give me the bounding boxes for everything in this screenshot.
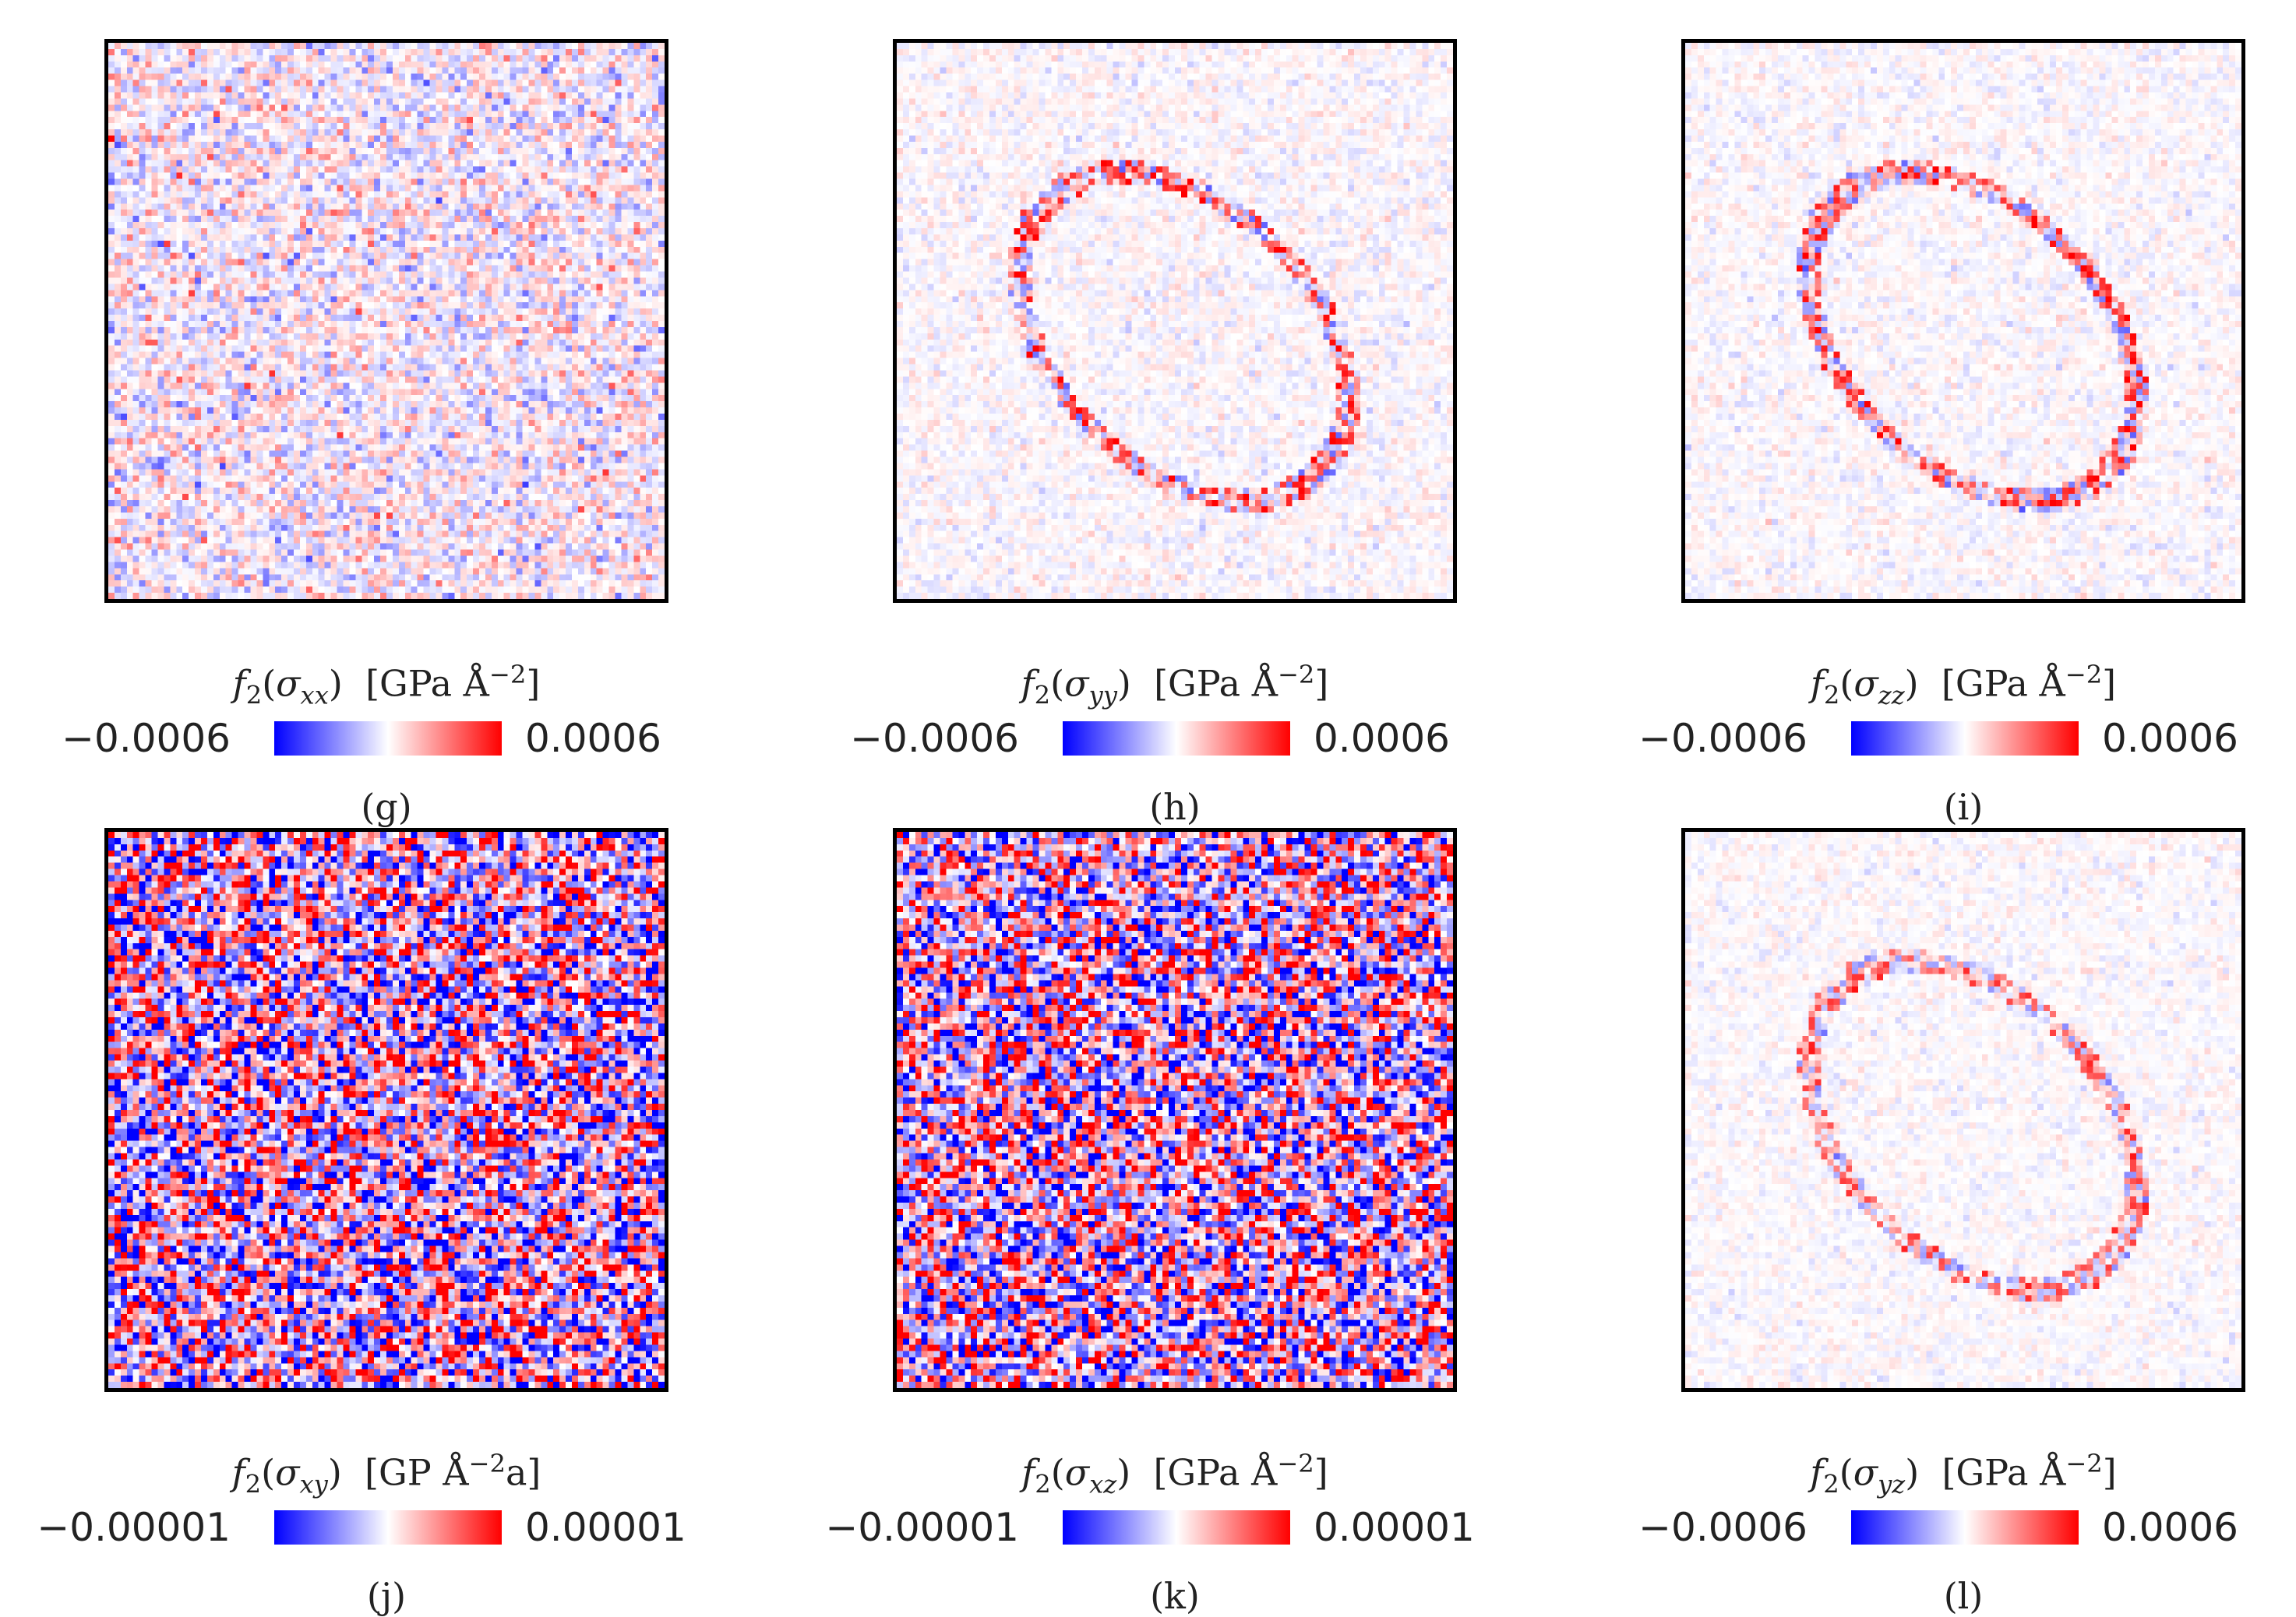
colorbar-label: f2(σyz) [GPa Å−2] [1810,1449,2117,1499]
panel-tag: (l) [1943,1575,1984,1617]
colorbar-max-label: 0.0006 [1314,716,1450,761]
colorbar-label: f2(σyy) [GPa Å−2] [1021,660,1329,710]
panel-tag: (g) [361,786,412,828]
heatmap-image [1685,832,2241,1388]
heatmap-image [108,832,665,1388]
colorbar-label: f2(σxz) [GPa Å−2] [1021,1449,1328,1499]
colorbar-max-label: 0.0006 [2102,1505,2238,1550]
heatmap-plot [104,39,668,603]
heatmap-plot [893,828,1457,1392]
colorbar-min-label: −0.00001 [825,1505,1019,1550]
colorbar-max-label: 0.0006 [525,716,661,761]
colorbar: −0.0006 0.0006 [850,717,1457,760]
colorbar: −0.0006 0.0006 [1638,717,2245,760]
colorbar-gradient [274,1510,502,1545]
colorbar: −0.0006 0.0006 [62,717,668,760]
heatmap-image [108,43,665,599]
colorbar-gradient [1063,1510,1290,1545]
colorbar: −0.0006 0.0006 [1638,1506,2245,1549]
colorbar-gradient [1851,721,2079,756]
panel-tag: (i) [1943,786,1984,828]
colorbar-label: f2(σxy) [GP Å−2a] [231,1449,541,1499]
panel-j: f2(σxy) [GP Å−2a] −0.00001 0.00001 (j) [37,828,806,1616]
colorbar-label: f2(σxx) [GPa Å−2] [232,660,541,710]
panel-l: f2(σyz) [GPa Å−2] −0.0006 0.0006 (l) [1638,828,2296,1616]
colorbar-gradient [1063,721,1290,756]
panel-h: f2(σyy) [GPa Å−2] −0.0006 0.0006 (h) [850,39,1594,827]
colorbar-min-label: −0.0006 [1638,1505,1808,1550]
heatmap-image [897,43,1453,599]
heatmap-image [897,832,1453,1388]
panel-k: f2(σxz) [GPa Å−2] −0.00001 0.00001 (k) [825,828,1594,1616]
colorbar: −0.00001 0.00001 [825,1506,1474,1549]
colorbar-min-label: −0.0006 [62,716,231,761]
colorbar: −0.00001 0.00001 [37,1506,686,1549]
panel-tag: (h) [1149,786,1201,828]
colorbar-gradient [1851,1510,2079,1545]
heatmap-plot [893,39,1457,603]
colorbar-min-label: −0.0006 [1638,716,1808,761]
panel-tag: (j) [366,1575,407,1617]
colorbar-max-label: 0.00001 [525,1505,686,1550]
panel-tag: (k) [1150,1575,1200,1617]
colorbar-max-label: 0.0006 [2102,716,2238,761]
panel-g: f2(σxx) [GPa Å−2] −0.0006 0.0006 (g) [62,39,806,827]
heatmap-plot [104,828,668,1392]
heatmap-plot [1681,39,2245,603]
heatmap-image [1685,43,2241,599]
colorbar-max-label: 0.00001 [1314,1505,1475,1550]
colorbar-min-label: −0.00001 [37,1505,231,1550]
colorbar-min-label: −0.0006 [850,716,1019,761]
colorbar-label: f2(σzz) [GPa Å−2] [1810,660,2117,710]
colorbar-gradient [274,721,502,756]
panel-i: f2(σzz) [GPa Å−2] −0.0006 0.0006 (i) [1638,39,2296,827]
heatmap-plot [1681,828,2245,1392]
